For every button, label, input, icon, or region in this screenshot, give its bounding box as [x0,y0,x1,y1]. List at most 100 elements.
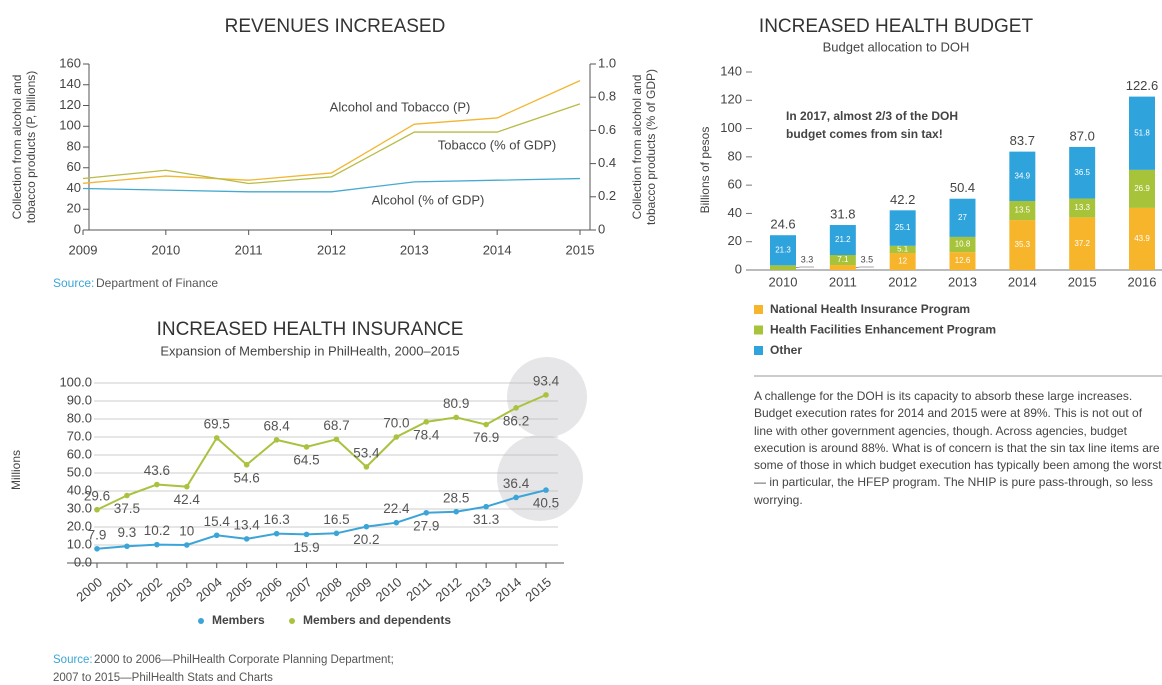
data-label: 80.9 [443,396,469,411]
series-line [96,393,547,511]
bar-segment [829,265,856,270]
x-tick-label: 2007 [283,574,315,604]
x-tick-label: 2016 [1128,274,1157,289]
segment-label: 27 [958,213,967,222]
total-label: 31.8 [830,206,855,221]
x-tick-label: 2009 [343,574,375,604]
y-tick-label: 160 [59,55,81,70]
segment-label: 21.2 [835,235,851,244]
data-label: 22.4 [383,501,410,516]
data-label: 53.4 [353,445,380,460]
bar-segment [770,235,796,266]
bar-segment [1069,198,1096,218]
segment-label: 10.8 [955,240,971,249]
data-label: 16.5 [323,512,349,527]
total-label: 42.2 [890,192,915,207]
x-tick-label: 2011 [829,274,857,289]
segment-label: 25.1 [895,223,911,232]
segment-label: 7.1 [837,255,849,264]
point [363,464,370,470]
y-tick-label: 120 [59,97,81,112]
legend-label: Other [770,343,802,357]
x-tick-label: 2003 [163,574,195,604]
bar-segment [829,225,856,256]
segment-label: 13.3 [1074,203,1090,212]
point [363,523,370,530]
point [513,494,519,501]
x-tick-label: 2010 [151,242,180,257]
total-label: 24.6 [770,217,795,232]
bar-segment [1069,217,1096,270]
data-label: 13.4 [234,517,261,532]
point [154,481,160,488]
bar-segment [889,210,916,246]
leader-line [795,266,814,268]
bar-segment [949,252,976,270]
bar-segment [1129,169,1155,208]
x-tick-label: 2006 [253,574,285,604]
y-tick-label: 100 [59,118,81,133]
data-label: 15.9 [293,540,319,555]
y2-tick-label: 0.6 [598,122,616,137]
x-tick-label: 2013 [948,274,977,289]
legend-marker [198,618,204,624]
x-tick-label: 2014 [492,574,524,604]
x-tick-label: 2002 [133,574,165,604]
highlight [497,435,583,521]
chart-subtitle: Budget allocation to DOH [823,39,970,54]
data-label: 64.5 [293,452,319,467]
source-label: Source: [53,654,93,666]
series-line [82,177,581,193]
x-tick-label: 2008 [313,574,345,604]
point [423,509,430,516]
segment-label: 26.9 [1134,184,1150,193]
y-axis-label: Millions [9,450,23,490]
leader-line [855,266,874,268]
series-line [82,80,581,184]
data-label: 40.5 [533,496,559,511]
segment-label: 51.8 [1134,128,1150,137]
x-tick-label: 2001 [103,574,135,604]
bar-segment [889,253,916,270]
data-label: 29.6 [84,488,110,503]
source-text: 2007 to 2015—PhilHealth Stats and Charts [53,672,273,684]
point [393,519,400,526]
x-tick-label: 2011 [403,574,434,603]
point [453,414,460,421]
point [303,444,310,450]
point [124,492,130,499]
point [423,419,430,425]
data-label: 9.3 [118,525,137,540]
y-tick-label: 0 [735,261,742,276]
point [333,436,340,443]
point [213,435,220,441]
segment-label: 36.5 [1074,168,1090,177]
paragraph: A challenge for the DOH is its capacity … [754,389,1162,507]
total-label: 87.0 [1070,128,1095,143]
y-tick-label: 40 [728,205,742,220]
x-tick-label: 2010 [373,574,405,604]
x-tick-label: 2015 [522,574,554,604]
data-label: 7.9 [88,527,107,542]
source-text: 2000 to 2006—PhilHealth Corporate Planni… [94,654,394,666]
point [393,434,400,440]
data-label: 31.3 [473,512,499,527]
annotation-line: budget comes from sin tax! [786,127,943,141]
chart-title: INCREASED HEALTH BUDGET [759,16,1034,37]
bar-segment [770,265,796,270]
data-label: 10 [179,524,194,539]
y-tick-label: 60.0 [67,446,92,461]
x-tick-label: 2004 [193,574,225,604]
y-tick-label: 20 [67,201,81,216]
data-label: 76.9 [473,430,499,445]
y-axis-label: Collection from alcohol andtobacco produ… [10,71,38,224]
x-tick-label: 2009 [69,242,98,257]
data-label: 78.4 [413,427,440,442]
x-tick-label: 2011 [235,242,263,257]
data-label: 42.4 [174,492,201,507]
bar-segment [1129,207,1155,270]
point [213,532,220,539]
x-tick-label: 2015 [566,242,595,257]
segment-label: 34.9 [1015,171,1031,180]
